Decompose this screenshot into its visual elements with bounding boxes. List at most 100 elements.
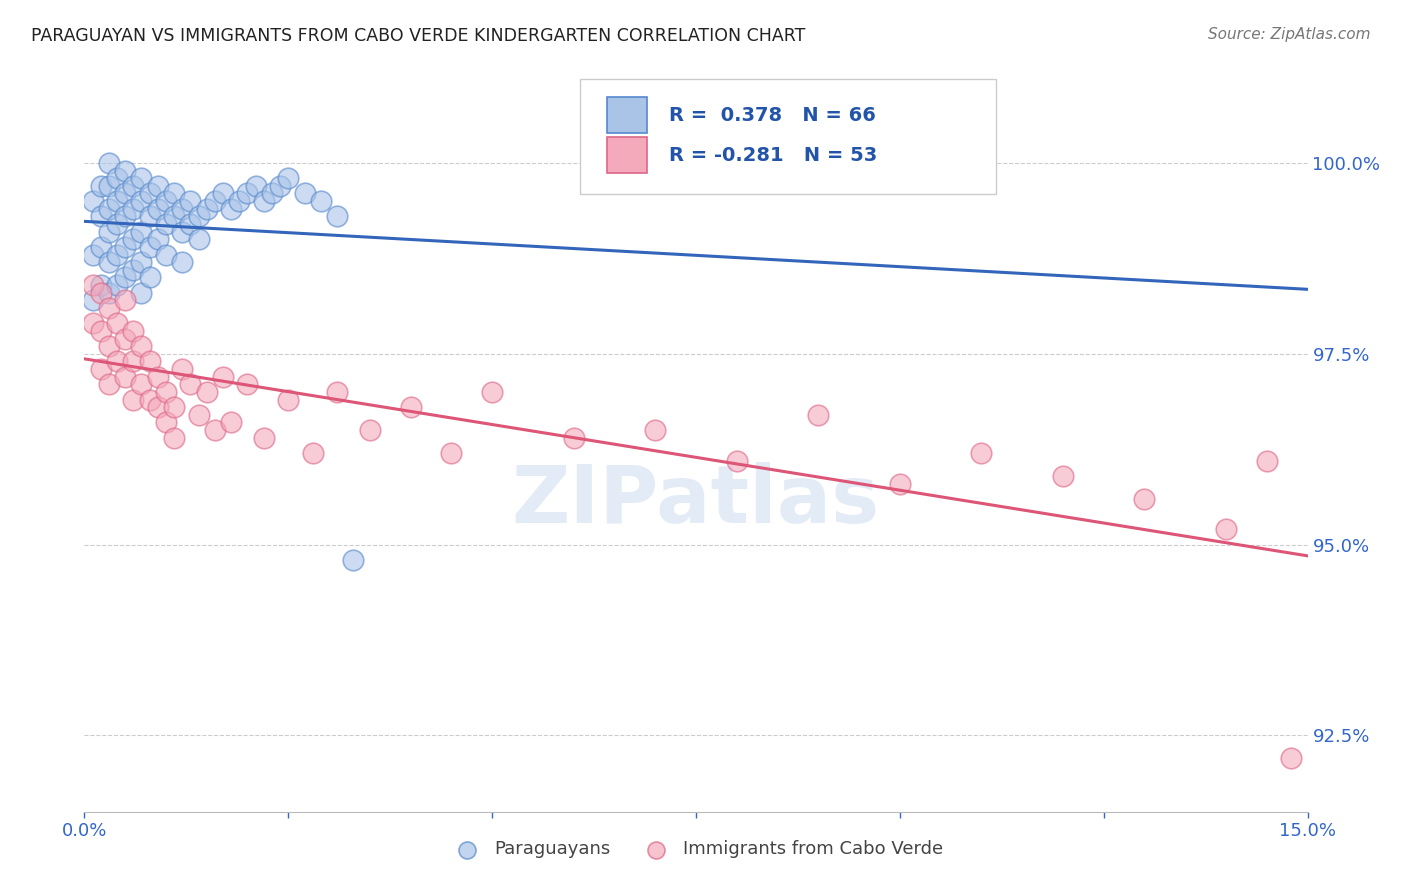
Point xyxy=(1256,453,1278,467)
Point xyxy=(301,446,323,460)
Point xyxy=(122,178,145,193)
Point xyxy=(155,194,177,208)
Point xyxy=(146,369,169,384)
Point xyxy=(105,217,128,231)
Point xyxy=(114,186,136,201)
Point xyxy=(277,171,299,186)
Point xyxy=(138,210,160,224)
Point xyxy=(114,163,136,178)
Point xyxy=(187,408,209,422)
Point xyxy=(253,194,276,208)
Point xyxy=(122,354,145,368)
Point xyxy=(97,225,120,239)
Point xyxy=(172,225,194,239)
Point xyxy=(889,476,911,491)
FancyBboxPatch shape xyxy=(606,97,647,133)
Point xyxy=(562,431,585,445)
Point xyxy=(326,210,349,224)
Point xyxy=(90,324,112,338)
Point xyxy=(294,186,316,201)
Point xyxy=(131,339,153,353)
Point xyxy=(172,202,194,216)
Point xyxy=(82,293,104,308)
Point xyxy=(114,369,136,384)
Point xyxy=(309,194,332,208)
Point xyxy=(105,171,128,186)
Point xyxy=(146,202,169,216)
Point xyxy=(163,400,186,414)
Point xyxy=(105,278,128,293)
Point xyxy=(131,255,153,269)
Point xyxy=(163,431,186,445)
Point xyxy=(82,316,104,330)
Point xyxy=(82,278,104,293)
Point xyxy=(195,202,218,216)
Point xyxy=(105,247,128,261)
Point xyxy=(97,178,120,193)
Text: Source: ZipAtlas.com: Source: ZipAtlas.com xyxy=(1208,27,1371,42)
Point xyxy=(155,217,177,231)
Point xyxy=(1133,491,1156,506)
Point xyxy=(481,384,503,399)
Point xyxy=(131,285,153,300)
Point xyxy=(105,194,128,208)
Text: R =  0.378   N = 66: R = 0.378 N = 66 xyxy=(669,105,876,125)
Point xyxy=(342,553,364,567)
Point xyxy=(114,331,136,345)
Point xyxy=(359,423,381,437)
Point xyxy=(146,232,169,246)
Point xyxy=(269,178,291,193)
Point xyxy=(138,392,160,407)
Point xyxy=(97,377,120,392)
Point xyxy=(82,194,104,208)
Point xyxy=(253,431,276,445)
Point xyxy=(212,369,235,384)
Point xyxy=(114,210,136,224)
Point xyxy=(236,377,259,392)
Point xyxy=(97,156,120,170)
FancyBboxPatch shape xyxy=(579,78,995,194)
Point xyxy=(90,362,112,376)
Point xyxy=(1215,522,1237,536)
Point xyxy=(131,194,153,208)
Point xyxy=(82,247,104,261)
Point xyxy=(105,354,128,368)
Point xyxy=(440,446,463,460)
Point xyxy=(138,354,160,368)
Legend: Paraguayans, Immigrants from Cabo Verde: Paraguayans, Immigrants from Cabo Verde xyxy=(441,833,950,865)
Point xyxy=(114,240,136,254)
Point xyxy=(187,232,209,246)
Point xyxy=(90,210,112,224)
Point xyxy=(236,186,259,201)
Point xyxy=(90,178,112,193)
Point xyxy=(399,400,422,414)
Point xyxy=(105,316,128,330)
Point xyxy=(163,186,186,201)
Point xyxy=(97,339,120,353)
Point xyxy=(277,392,299,407)
Point xyxy=(122,202,145,216)
Text: PARAGUAYAN VS IMMIGRANTS FROM CABO VERDE KINDERGARTEN CORRELATION CHART: PARAGUAYAN VS IMMIGRANTS FROM CABO VERDE… xyxy=(31,27,806,45)
Point xyxy=(138,240,160,254)
Point xyxy=(146,178,169,193)
Point xyxy=(970,446,993,460)
Point xyxy=(97,255,120,269)
Point xyxy=(90,240,112,254)
Point xyxy=(90,278,112,293)
Point xyxy=(138,186,160,201)
Point xyxy=(187,210,209,224)
Point xyxy=(195,384,218,399)
Point xyxy=(97,202,120,216)
Point xyxy=(163,210,186,224)
Point xyxy=(122,232,145,246)
Point xyxy=(179,194,201,208)
Point xyxy=(179,217,201,231)
Point xyxy=(146,400,169,414)
Point xyxy=(326,384,349,399)
Point xyxy=(644,423,666,437)
Point xyxy=(219,416,242,430)
Point xyxy=(1279,751,1302,765)
Point xyxy=(122,324,145,338)
Point xyxy=(131,377,153,392)
Point xyxy=(138,270,160,285)
